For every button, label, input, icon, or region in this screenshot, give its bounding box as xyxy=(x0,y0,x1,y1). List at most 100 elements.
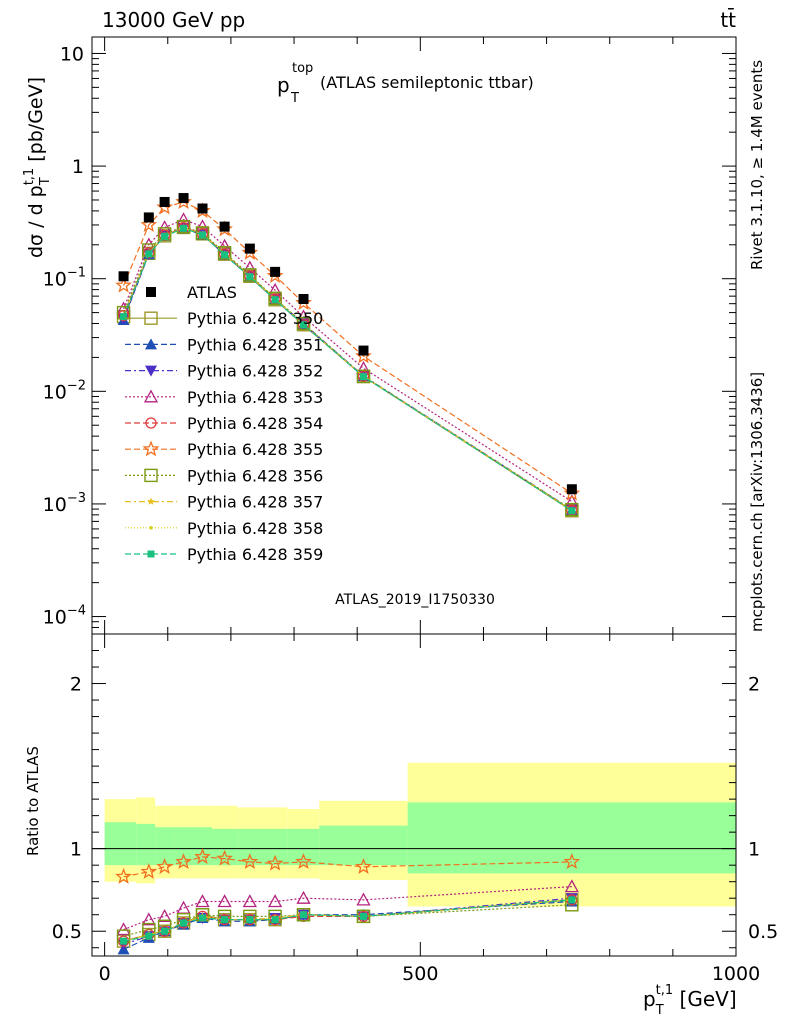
atlas-data-point xyxy=(270,266,281,277)
legend-marker xyxy=(142,440,160,457)
main-series-point xyxy=(565,502,579,517)
legend-label: Pythia 6.428 359 xyxy=(187,545,323,564)
main-series-point xyxy=(161,232,169,240)
main-series-point xyxy=(216,220,233,237)
ratio-series-point xyxy=(216,849,233,866)
mcplots-label: mcplots.cern.ch [arXiv:1306.3436] xyxy=(748,372,766,632)
legend-label: ATLAS xyxy=(187,283,237,302)
main-series-point xyxy=(221,251,229,259)
ratio-axes: 0.5 0.5 1 1 2 2 0 500 1000 xyxy=(52,634,778,985)
legend-label: Pythia 6.428 350 xyxy=(187,309,323,328)
legend-label: Pythia 6.428 358 xyxy=(187,519,323,538)
legend-marker xyxy=(147,550,155,558)
ratio-series-point xyxy=(221,916,229,924)
main-ytick-label: 10−2 xyxy=(43,378,86,403)
band-stat xyxy=(155,827,175,866)
main-series-group xyxy=(115,193,581,518)
main-series-3 xyxy=(116,212,579,508)
legend-marker xyxy=(144,311,158,325)
band-stat xyxy=(174,827,194,866)
legend-entry: Pythia 6.428 359 xyxy=(125,545,323,564)
ratio-series-point xyxy=(296,890,311,904)
legend-entry: Pythia 6.428 355 xyxy=(125,440,323,459)
main-series-point xyxy=(180,224,188,232)
ratio-xtick-label: 1000 xyxy=(712,963,760,985)
main-series-line xyxy=(123,227,573,512)
legend-entry: Pythia 6.428 356 xyxy=(125,466,323,485)
main-ylabel: dσ / d pTt,1 [pb/GeV] xyxy=(22,77,53,258)
legend: ATLAS Pythia 6.428 350 Pythia 6.428 351 Pyt… xyxy=(125,283,323,564)
ratio-series-9 xyxy=(120,896,576,945)
main-series-point xyxy=(295,294,312,310)
ratio-series-point xyxy=(268,894,283,908)
legend-entry: Pythia 6.428 353 xyxy=(125,388,323,407)
main-series-point xyxy=(176,219,191,234)
ratio-series-point xyxy=(568,896,576,904)
legend-entry: Pythia 6.428 352 xyxy=(125,362,323,381)
plot-title: p top T (ATLAS semileptonic ttbar) xyxy=(277,61,534,106)
main-series-point xyxy=(145,250,153,258)
ratio-series-point xyxy=(140,862,158,879)
main-series-point xyxy=(156,198,173,215)
ratio-series-point xyxy=(157,909,172,923)
ratio-series-line xyxy=(123,886,572,931)
ratio-series-point xyxy=(198,914,206,922)
band-stat xyxy=(237,828,263,866)
ratio-series-point xyxy=(194,848,211,865)
main-panel: 10 1 10−1 10−2 10−3 10−4 p top T (ATLAS semil… xyxy=(22,36,737,635)
svg-text:pTt,1 [GeV]: pTt,1 [GeV] xyxy=(643,983,737,1018)
legend-label: Pythia 6.428 353 xyxy=(187,388,323,407)
ratio-series-point xyxy=(356,892,371,906)
xlabel-unit: [GeV] xyxy=(673,987,736,1011)
ratio-series-point xyxy=(116,922,131,936)
main-series-point xyxy=(241,243,259,260)
ratio-series-point xyxy=(355,858,372,874)
main-ytick-label: 10 xyxy=(60,43,84,65)
ratio-ytick-label-right: 1 xyxy=(748,839,760,861)
legend-marker xyxy=(147,497,155,505)
analysis-watermark: ATLAS_2019_I1750330 xyxy=(335,592,495,608)
plot-title-sup: top xyxy=(292,61,313,76)
ratio-series-point xyxy=(180,919,188,927)
ratio-ylabel: Ratio to ATLAS xyxy=(24,746,42,856)
ratio-ytick-label: 0.5 xyxy=(52,921,82,943)
atlas-data-point xyxy=(358,345,369,356)
ratio-series-5 xyxy=(115,848,581,884)
plot-title-main: p xyxy=(277,73,290,97)
main-series-point xyxy=(243,268,257,282)
ratio-xtick-label: 0 xyxy=(99,963,111,985)
ratio-series-point xyxy=(145,932,153,940)
main-series-point xyxy=(268,291,282,305)
main-series-point xyxy=(143,247,155,259)
main-series-point xyxy=(359,373,367,381)
atlas-data-points xyxy=(118,193,577,495)
main-axes: 10 1 10−1 10−2 10−3 10−4 xyxy=(43,37,737,635)
main-series-point xyxy=(568,507,576,515)
ratio-series-point xyxy=(115,867,132,884)
plot-title-suffix: (ATLAS semileptonic ttbar) xyxy=(320,73,534,92)
band-stat xyxy=(287,828,320,866)
ratio-series-point xyxy=(300,911,308,919)
legend-marker xyxy=(145,417,157,429)
ratio-uncertainty-bands xyxy=(104,762,736,907)
ratio-series-point xyxy=(120,937,128,945)
atlas-data-point xyxy=(566,484,577,495)
atlas-data-point xyxy=(298,294,309,305)
ratio-series-point xyxy=(246,916,254,924)
legend-marker xyxy=(146,287,156,297)
main-ylabel-main: dσ / d p xyxy=(25,185,47,258)
ratio-series-point xyxy=(359,912,367,920)
xlabel-sup: t,1 xyxy=(656,983,674,998)
main-series-point xyxy=(115,276,132,293)
ratio-series-point xyxy=(117,935,130,947)
plot-title-sub: T xyxy=(290,91,299,106)
ratio-series-point xyxy=(563,853,581,869)
main-series-point xyxy=(266,267,284,283)
collision-energy-label: 13000 GeV pp xyxy=(102,8,245,32)
legend-marker xyxy=(144,468,158,483)
main-ylabel-sub: T xyxy=(38,177,53,186)
legend-label: Pythia 6.428 351 xyxy=(187,335,323,354)
atlas-data-point xyxy=(118,271,129,282)
legend-marker xyxy=(143,389,159,403)
